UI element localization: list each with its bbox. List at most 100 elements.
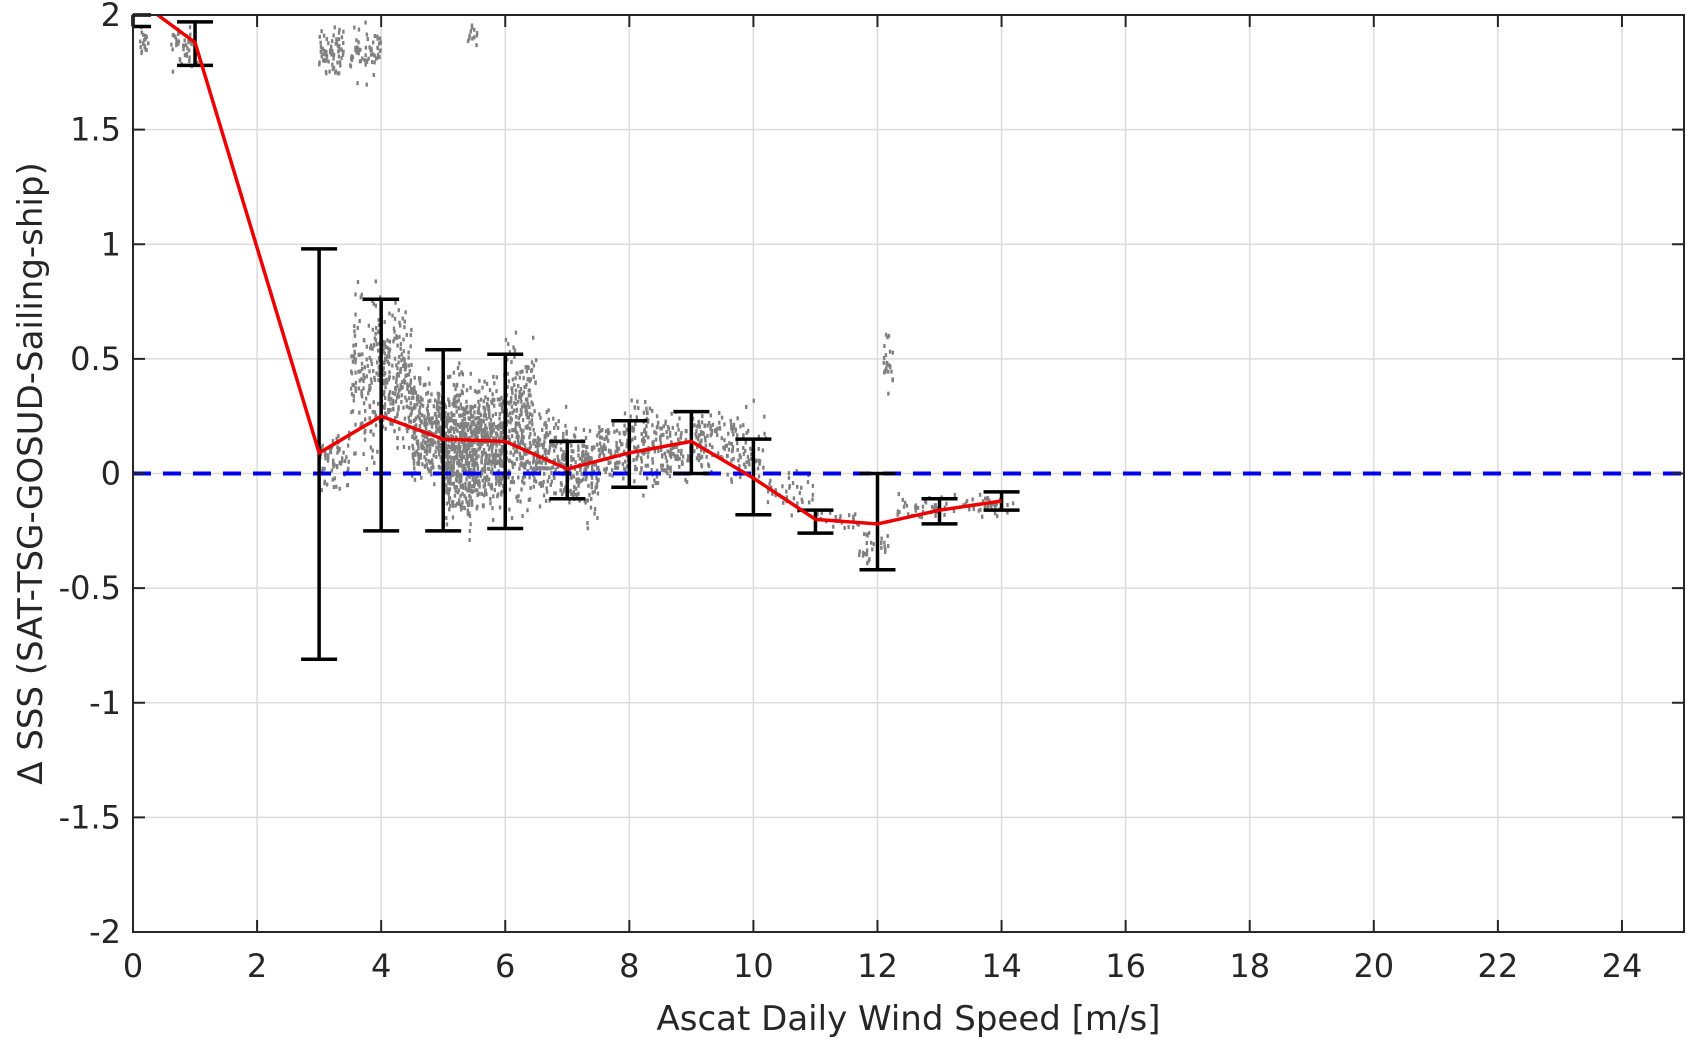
scatter-point	[501, 409, 504, 414]
scatter-point	[478, 378, 481, 383]
scatter-point	[748, 462, 751, 467]
scatter-point	[518, 466, 521, 471]
scatter-point	[369, 343, 373, 348]
scatter-point	[559, 447, 563, 452]
scatter-point	[456, 423, 460, 428]
scatter-point	[389, 401, 392, 406]
grid-layer	[132, 14, 1684, 933]
scatter-point	[606, 438, 610, 443]
scatter-point	[732, 422, 736, 427]
scatter-point	[483, 426, 487, 431]
scatter-point	[934, 503, 937, 508]
scatter-point	[478, 440, 481, 445]
scatter-point	[382, 366, 385, 371]
scatter-point	[839, 514, 842, 519]
scatter-point	[695, 435, 698, 440]
scatter-point	[461, 485, 465, 490]
scatter-point	[615, 428, 619, 433]
scatter-point	[696, 453, 700, 458]
scatter-point	[403, 416, 407, 421]
scatter-point	[532, 374, 535, 379]
scatter-point	[471, 454, 474, 459]
scatter-point	[568, 500, 571, 505]
scatter-point	[491, 443, 494, 448]
scatter-point	[393, 416, 397, 421]
scatter-point	[477, 480, 481, 485]
scatter-point	[371, 368, 375, 373]
scatter-point	[785, 495, 789, 500]
scatter-point	[617, 446, 621, 451]
scatter-point	[458, 453, 462, 458]
scatter-point	[393, 356, 397, 361]
scatter-point	[437, 393, 441, 398]
scatter-point	[577, 444, 580, 449]
scatter-point	[479, 397, 483, 402]
scatter-point	[445, 447, 449, 452]
scatter-point	[398, 320, 401, 325]
scatter-point	[322, 58, 325, 63]
scatter-point	[371, 299, 374, 304]
scatter-point	[408, 396, 411, 401]
scatter-point	[410, 411, 413, 416]
scatter-point	[530, 413, 534, 418]
scatter-point	[535, 460, 538, 465]
scatter-point	[484, 395, 487, 400]
scatter-point	[570, 443, 573, 448]
scatter-point	[363, 437, 367, 442]
scatter-point	[341, 50, 345, 55]
scatter-point	[552, 443, 555, 448]
scatter-point	[454, 426, 457, 431]
scatter-point	[473, 462, 477, 467]
scatter-point	[383, 402, 387, 407]
scatter-point	[726, 454, 729, 459]
scatter-point	[416, 461, 419, 466]
scatter-point	[465, 469, 468, 474]
scatter-point	[405, 332, 408, 337]
scatter-point	[375, 56, 378, 61]
scatter-point	[739, 455, 742, 460]
scatter-point	[577, 477, 580, 482]
scatter-point	[607, 449, 611, 454]
scatter-point	[411, 434, 414, 439]
scatter-point	[706, 423, 709, 428]
scatter-point	[545, 486, 548, 491]
scatter-point	[473, 430, 477, 435]
scatter-point	[354, 389, 357, 394]
scatter-point	[318, 60, 321, 65]
scatter-point	[401, 316, 404, 321]
scatter-point	[676, 457, 679, 462]
scatter-point	[883, 549, 887, 554]
scatter-point	[672, 445, 676, 450]
scatter-point	[413, 424, 416, 429]
scatter-point	[319, 40, 322, 45]
scatter-point	[480, 431, 483, 436]
scatter-point	[416, 439, 420, 444]
scatter-point	[1006, 502, 1009, 507]
scatter-point	[454, 488, 457, 493]
scatter-point	[514, 393, 517, 398]
scatter-point	[710, 431, 713, 436]
scatter-point	[625, 444, 629, 449]
scatter-point	[428, 381, 431, 386]
scatter-point	[331, 438, 335, 443]
scatter-point	[664, 421, 667, 426]
scatter-point	[488, 388, 492, 393]
scatter-point	[443, 464, 447, 469]
scatter-point	[865, 552, 869, 557]
scatter-point	[732, 432, 735, 437]
scatter-point	[399, 342, 403, 347]
scatter-point	[716, 426, 719, 431]
scatter-point	[501, 489, 504, 494]
scatter-point	[464, 485, 467, 490]
scatter-point	[699, 429, 703, 434]
scatter-point	[562, 463, 566, 468]
scatter-point	[469, 467, 472, 472]
scatter-point	[142, 32, 145, 37]
scatter-point	[423, 449, 427, 454]
scatter-point	[828, 510, 832, 515]
scatter-point	[731, 429, 734, 434]
scatter-point	[372, 343, 376, 348]
scatter-point	[369, 385, 372, 390]
scatter-point	[518, 375, 521, 380]
scatter-point	[382, 381, 385, 386]
